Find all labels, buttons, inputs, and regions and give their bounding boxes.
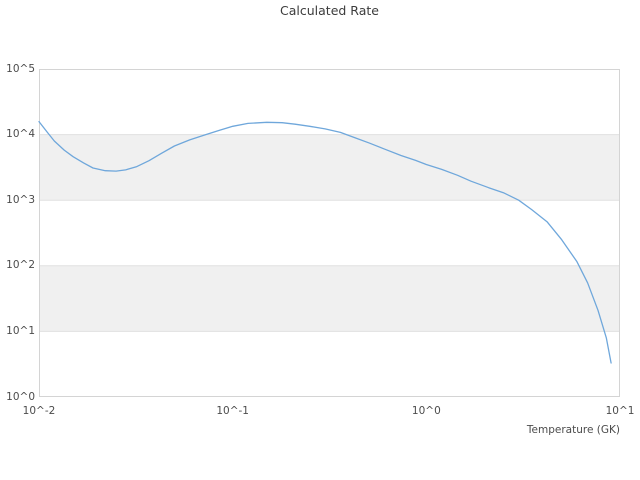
y-tick-label: 10^4 xyxy=(6,128,35,141)
x-tick-label: 10^0 xyxy=(411,405,441,417)
x-axis-title: Temperature (GK) xyxy=(526,424,620,436)
decade-band xyxy=(39,134,620,201)
gridlines-layer xyxy=(39,134,620,332)
y-tick-label: 10^0 xyxy=(6,390,35,403)
chart-title: Calculated Rate xyxy=(280,3,379,18)
rate-line xyxy=(38,120,612,364)
decade-bands-layer xyxy=(39,134,620,332)
y-tick-label: 10^5 xyxy=(6,62,35,75)
decade-band xyxy=(39,265,620,332)
y-tick-label: 10^3 xyxy=(6,193,35,206)
y-tick-label: 10^2 xyxy=(6,259,35,272)
y-tick-label: 10^1 xyxy=(6,324,35,337)
plot-border xyxy=(39,69,620,397)
x-tick-label: 10^-2 xyxy=(22,405,56,417)
x-tick-label: 10^-1 xyxy=(216,405,249,417)
x-tick-label: 10^1 xyxy=(605,405,635,417)
